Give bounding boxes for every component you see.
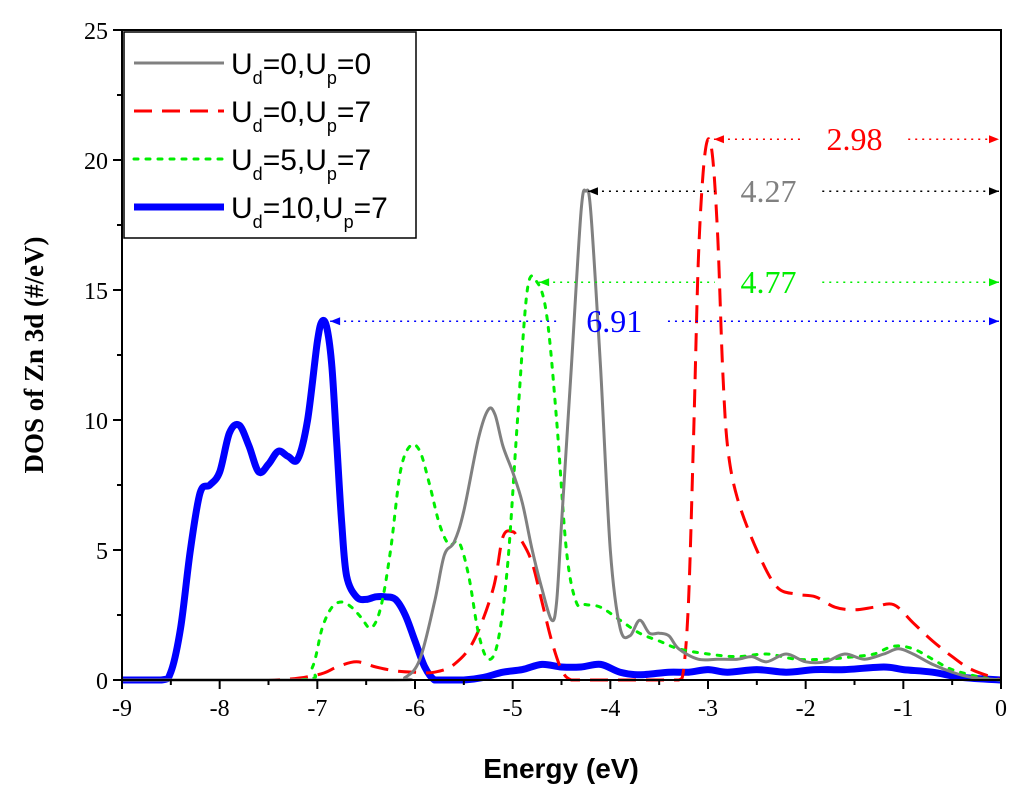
annotation-arrowhead-1-left (713, 135, 724, 144)
annotation-layer: 2.98 4.27 4.77 6.91 (330, 121, 999, 339)
y-axis-title: DOS of Zn 3d (#/eV) (19, 236, 49, 473)
x-tick-label: -3 (698, 696, 718, 722)
x-tick-label: -7 (307, 696, 327, 722)
annotation-arrowhead-3-right (989, 278, 999, 287)
y-tick-label: 20 (84, 149, 108, 175)
annotation-label-4: 6.91 (586, 303, 642, 339)
y-tick-label: 15 (84, 279, 108, 305)
series-line-1 (122, 188, 1002, 682)
x-tick-label: -6 (405, 696, 425, 722)
y-tick-label: 10 (84, 409, 108, 435)
y-tick-label: 25 (84, 19, 108, 45)
series-line-3 (120, 274, 1003, 682)
annotation-label-1: 2.98 (827, 121, 883, 157)
annotation-label-2: 4.27 (741, 173, 797, 209)
x-tick-label: 0 (995, 696, 1007, 722)
annotation-arrowhead-1-right (989, 135, 999, 144)
x-tick-label: -5 (503, 696, 523, 722)
y-tick-label: 0 (96, 669, 108, 695)
annotation-arrowhead-2-right (989, 187, 999, 196)
annotation-label-3: 4.77 (741, 264, 797, 300)
legend-label-3: Ud=5,Up=7 (231, 144, 371, 184)
x-tick-label: -2 (796, 696, 816, 722)
ticks-layer: -9 -8 -7 -6 -5 -4 -3 -2 -1 0 0 5 10 15 20 25 (84, 19, 1007, 722)
x-tick-label: -9 (112, 696, 132, 722)
annotation-arrowhead-2-left (587, 187, 598, 196)
x-tick-label: -8 (210, 696, 230, 722)
x-axis-title: Energy (eV) (483, 753, 639, 784)
legend: Ud=0,Up=0 Ud=0,Up=7 Ud=5,Up=7 Ud=10,Up=7 (123, 31, 417, 239)
legend-label-4: Ud=10,Up=7 (231, 192, 388, 232)
annotation-arrowhead-4-left (330, 317, 341, 326)
legend-label-2: Ud=0,Up=7 (231, 96, 371, 136)
legend-label-1: Ud=0,Up=0 (231, 48, 371, 88)
series-line-4 (122, 316, 1002, 684)
y-tick-label: 5 (96, 539, 108, 565)
x-tick-label: -1 (893, 696, 913, 722)
annotation-arrowhead-3-left (539, 278, 550, 287)
annotation-arrowhead-4-right (989, 317, 999, 326)
x-tick-label: -4 (600, 696, 620, 722)
